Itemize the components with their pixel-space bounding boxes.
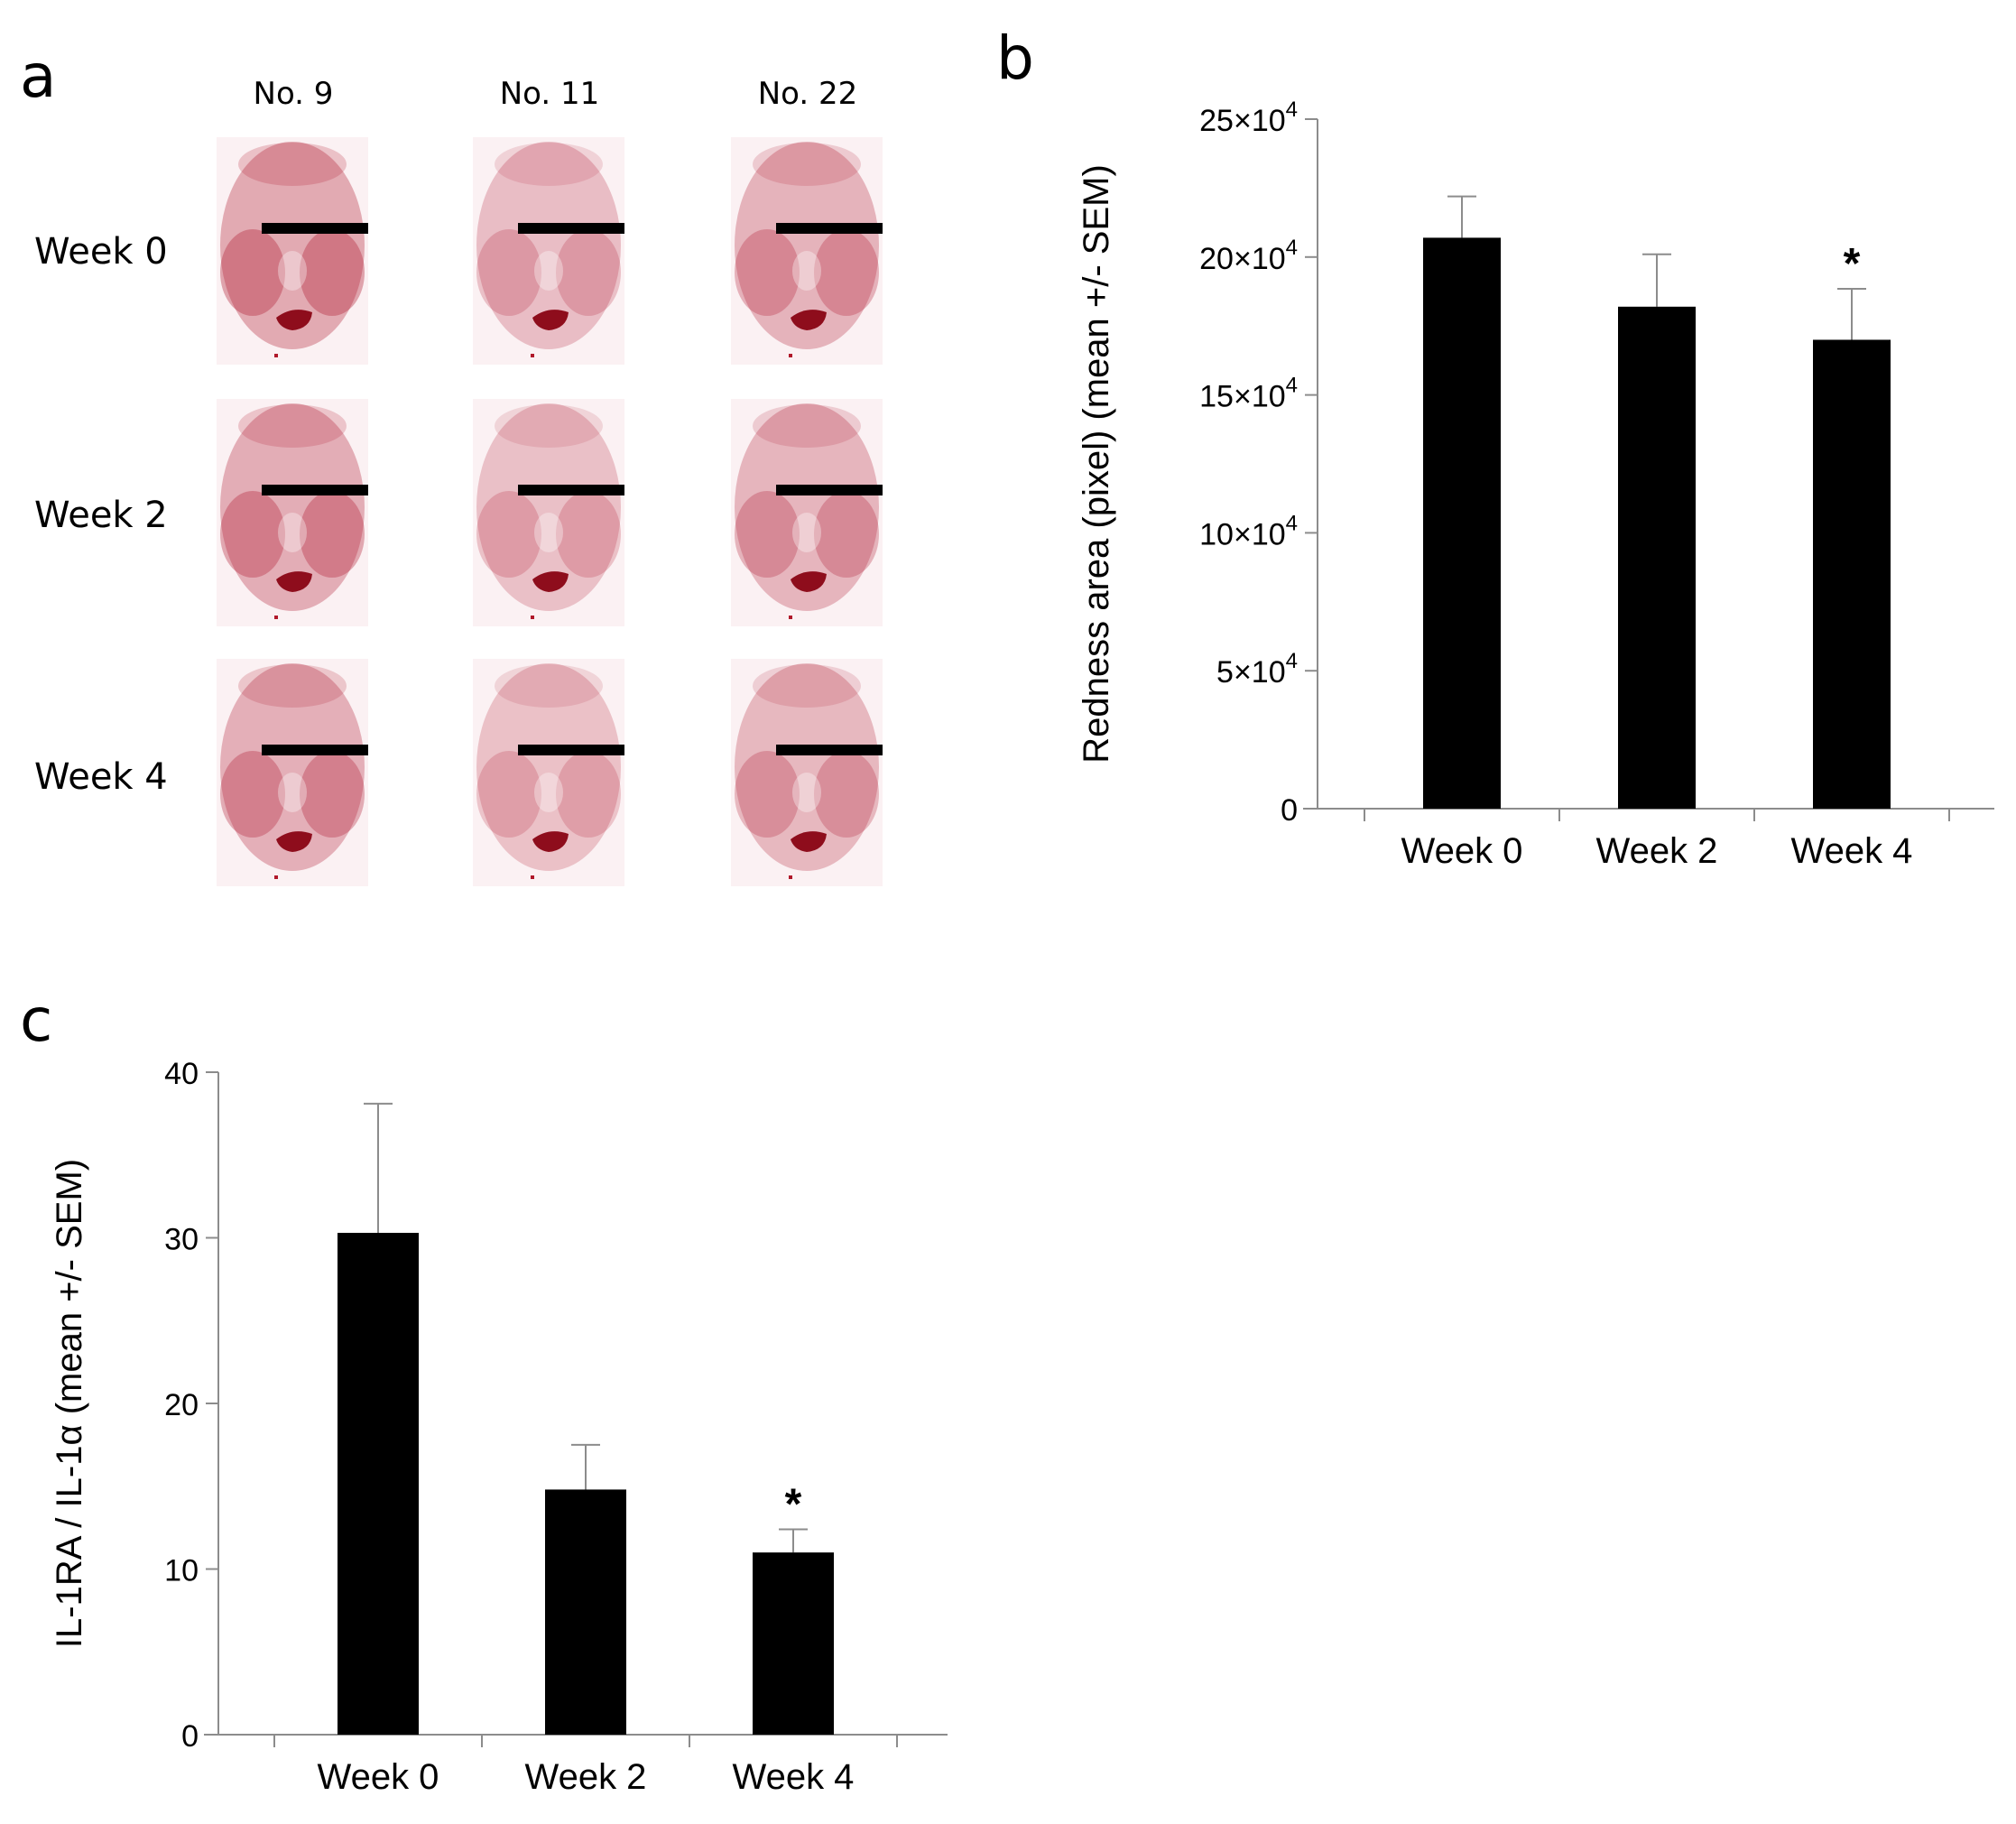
y-tick-label: 15×104 xyxy=(1199,374,1298,414)
y-axis-label: IL-1RA / IL-1α (mean +/- SEM) xyxy=(50,1159,89,1648)
face-photo xyxy=(731,659,883,886)
face-photo xyxy=(217,659,368,886)
face-photo xyxy=(217,137,368,365)
panel-a-letter: a xyxy=(20,42,57,111)
column-label-no9: No. 9 xyxy=(253,76,334,112)
y-tick-label: 40 xyxy=(164,1057,199,1091)
y-tick-label: 10 xyxy=(164,1554,199,1588)
x-tick-label: Week 2 xyxy=(1596,831,1718,871)
face-photo xyxy=(473,659,624,886)
x-tick-label: Week 4 xyxy=(1791,831,1913,871)
y-axis-label: Redness area (pixel) (mean +/- SEM) xyxy=(1077,164,1116,764)
column-label-no22: No. 22 xyxy=(757,76,858,112)
chart-b-redness-area: 0 5×104 10×104 15×104 20×104 25×104 Week 0 Week… xyxy=(1077,97,1994,871)
y-tick-label: 0 xyxy=(1281,793,1298,828)
lips-mark xyxy=(276,310,312,330)
bar-week-0 xyxy=(1423,237,1501,809)
lips-mark xyxy=(791,571,827,592)
y-tick-label: 20×104 xyxy=(1199,236,1298,276)
panel-c-letter: c xyxy=(20,986,53,1055)
row-label-week4: Week 4 xyxy=(34,756,168,798)
eye-mask-bar xyxy=(262,485,368,495)
face-photo xyxy=(217,399,368,626)
significance-marker: * xyxy=(785,1480,802,1528)
lips-mark xyxy=(532,831,569,852)
x-tick-label: Week 0 xyxy=(1401,831,1523,871)
x-tick-label: Week 4 xyxy=(733,1757,855,1797)
eye-mask-bar xyxy=(776,745,883,755)
bar-week-2 xyxy=(1618,306,1696,809)
chart-c-il1ra-ratio: 0 10 20 30 40 Week 0 Week 2 Week 4 * IL-1RA / IL-… xyxy=(50,1057,948,1797)
column-label-no11: No. 11 xyxy=(499,76,600,112)
y-tick-label: 0 xyxy=(181,1719,199,1754)
bar-week-4 xyxy=(1813,339,1891,810)
y-tick-label: 10×104 xyxy=(1199,511,1298,551)
eye-mask-bar xyxy=(262,223,368,234)
significance-marker: * xyxy=(1844,240,1861,288)
face-photo xyxy=(731,137,883,365)
x-tick-label: Week 2 xyxy=(525,1757,647,1797)
face-photo xyxy=(731,399,883,626)
panel-b-letter: b xyxy=(996,23,1034,93)
face-photo xyxy=(473,399,624,626)
bar-week-2 xyxy=(545,1489,626,1735)
eye-mask-bar xyxy=(262,745,368,755)
eye-mask-bar xyxy=(776,485,883,495)
lips-mark xyxy=(276,831,312,852)
lips-mark xyxy=(276,571,312,592)
face-photo xyxy=(473,137,624,365)
lips-mark xyxy=(791,310,827,330)
row-label-week0: Week 0 xyxy=(34,231,168,273)
eye-mask-bar xyxy=(518,745,624,755)
x-tick-label: Week 0 xyxy=(318,1757,439,1797)
y-tick-label: 5×104 xyxy=(1216,649,1298,690)
bar-week-4 xyxy=(753,1552,834,1735)
bar-week-0 xyxy=(338,1232,419,1735)
eye-mask-bar xyxy=(776,223,883,234)
eye-mask-bar xyxy=(518,223,624,234)
row-label-week2: Week 2 xyxy=(34,495,168,536)
y-tick-label: 25×104 xyxy=(1199,97,1298,138)
y-tick-label: 30 xyxy=(164,1223,199,1257)
lips-mark xyxy=(532,571,569,592)
eye-mask-bar xyxy=(518,485,624,495)
y-tick-label: 20 xyxy=(164,1388,199,1422)
lips-mark xyxy=(791,831,827,852)
lips-mark xyxy=(532,310,569,330)
